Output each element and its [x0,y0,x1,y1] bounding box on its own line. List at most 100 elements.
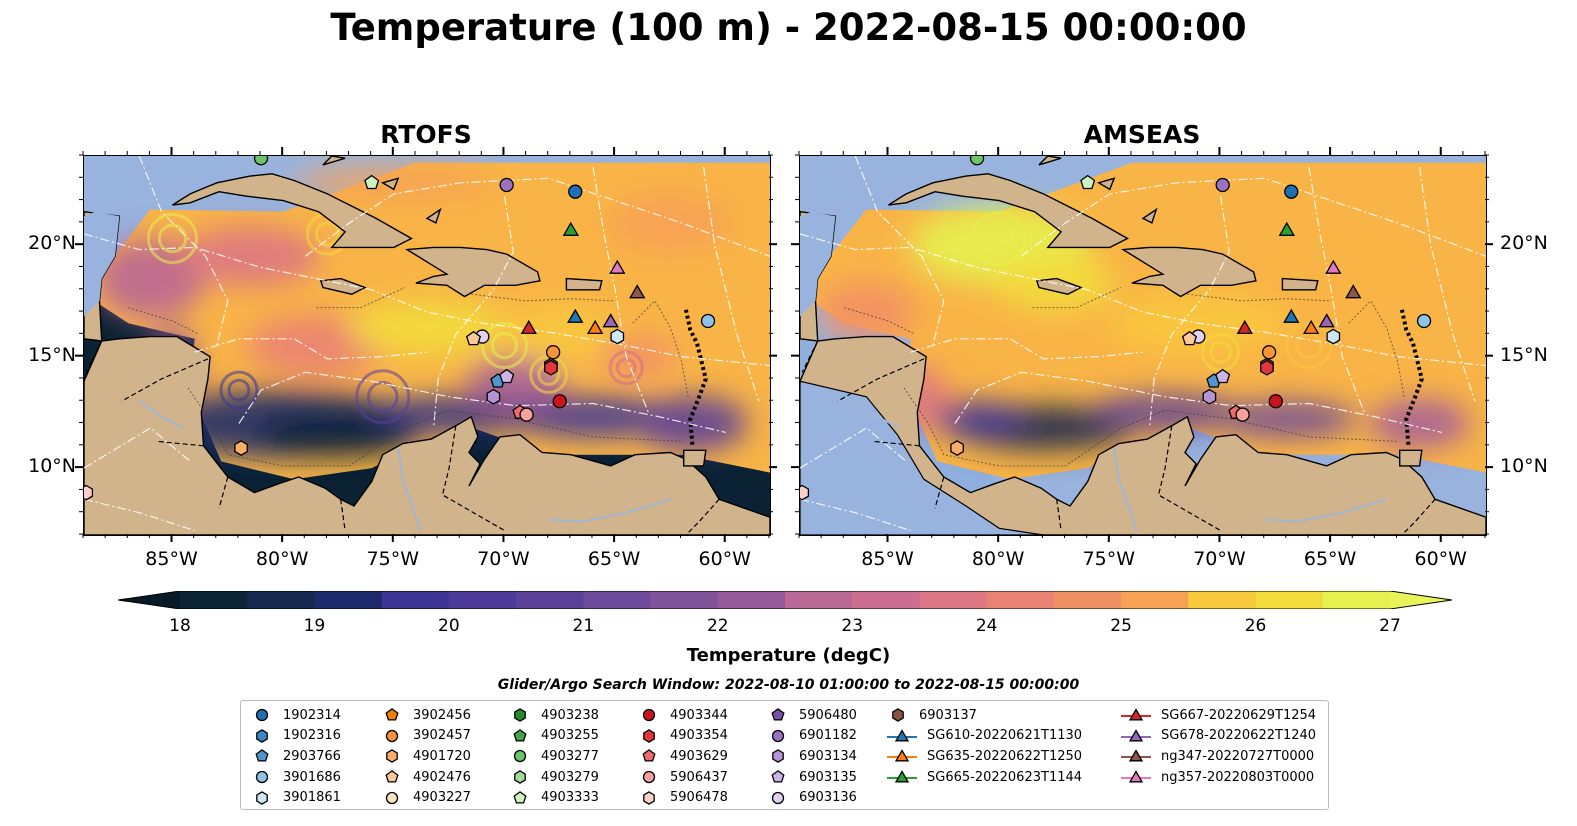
marker-4903277[interactable] [969,156,985,166]
marker-6903135[interactable] [499,368,515,384]
marker-SG635-20220622T1250[interactable] [586,319,604,335]
marker-SG667-20220629T1254[interactable] [520,319,537,335]
legend-item: 6903137 [885,705,1082,726]
marker-ng347-20220727T0000[interactable] [1345,284,1362,299]
marker-4901720[interactable] [950,440,964,456]
legend-marker[interactable] [1128,749,1144,762]
hexagon-marker-icon [386,749,398,764]
legend-marker[interactable] [1128,729,1144,742]
marker-SG678-20220622T1240[interactable] [1318,313,1335,328]
pentagon-marker-icon [771,708,785,721]
panel-title-amseas: AMSEAS [1083,120,1201,149]
legend-marker[interactable] [1128,708,1144,721]
legend-marker[interactable] [514,770,526,784]
legend-marker[interactable] [643,729,655,743]
marker-4903333[interactable] [1080,174,1096,190]
marker-SG665-20220623T1144[interactable] [1278,221,1296,236]
marker-5906478[interactable] [84,484,94,501]
legend-marker[interactable] [771,729,785,743]
legend-marker[interactable] [643,790,655,805]
marker-5906478[interactable] [800,484,810,501]
marker-4903354[interactable] [1260,359,1274,376]
legend-item: 6901182 [765,726,857,747]
legend-marker[interactable] [642,770,656,784]
colorbar-tick-label: 25 [1110,616,1132,636]
legend-marker[interactable] [255,709,269,722]
marker-3901686[interactable] [1416,313,1432,329]
marker-4903277[interactable] [253,156,269,166]
legend-marker[interactable] [772,749,784,764]
marker-4902476[interactable] [465,330,482,346]
legend-marker[interactable] [771,791,785,804]
marker-6903135[interactable] [1215,368,1231,384]
legend-marker[interactable] [642,749,656,763]
marker-ng347-20220727T0000[interactable] [629,284,646,299]
marker-SG665-20220623T1144[interactable] [562,221,580,236]
colorbar-tick-label: 23 [841,616,864,636]
marker-6901182[interactable] [1215,177,1230,193]
marker-1902314[interactable] [568,184,583,199]
marker-5906437[interactable] [519,407,534,422]
legend-marker[interactable] [642,709,656,722]
legend-marker[interactable] [513,750,527,763]
legend-marker[interactable] [256,790,268,805]
marker-4903344[interactable] [1268,394,1283,409]
marker-3901861[interactable] [610,328,625,345]
rtofs-map[interactable] [83,155,771,536]
marker-ng357-20220803T0000[interactable] [609,259,626,274]
legend-marker[interactable] [255,749,269,763]
legend-item: 3901861 [249,787,341,808]
legend-marker[interactable] [385,708,399,721]
legend-marker[interactable] [894,770,910,783]
x-tick-label: 80°W [971,548,1025,570]
legend-marker[interactable] [771,770,785,783]
amseas-map[interactable] [799,155,1487,536]
marker-3901686[interactable] [700,313,716,329]
legend-marker[interactable] [894,749,910,762]
marker-ng357-20220803T0000[interactable] [1325,259,1342,274]
legend-marker[interactable] [894,729,910,742]
legend-column: SG667-20220629T1254 SG678-20220622T1240 ng… [1119,705,1316,787]
land-south-america [800,335,1486,535]
legend-marker[interactable] [255,770,269,784]
marker-SG610-20220621T1130[interactable] [567,308,584,323]
legend-marker[interactable] [771,708,785,721]
marker-3902457[interactable] [1261,345,1277,360]
legend-marker[interactable] [513,728,527,742]
legend-marker[interactable] [386,749,398,764]
marker-3902457[interactable] [545,345,561,360]
legend-marker[interactable] [1128,770,1144,783]
legend-item: SG665-20220623T1144 [885,767,1082,788]
legend-column: 1902314 1902316 2903766 3901686 3901861 [249,705,341,808]
marker-SG610-20220621T1130[interactable] [1283,308,1300,323]
marker-6903134[interactable] [486,388,501,405]
legend-marker[interactable] [256,729,268,743]
circle-marker-icon [513,750,527,763]
search-window-text: Glider/Argo Search Window: 2022-08-10 01… [497,677,1080,693]
marker-SG667-20220629T1254[interactable] [1236,319,1253,335]
legend-marker[interactable] [385,770,399,783]
marker-4901720[interactable] [234,440,248,456]
marker-3901861[interactable] [1326,328,1341,345]
legend-item: 1902314 [249,705,341,726]
legend-marker[interactable] [385,791,399,804]
legend-label: 6901182 [799,728,857,744]
legend-marker[interactable] [892,708,904,723]
marker-4902476[interactable] [1181,330,1198,346]
marker-SG678-20220622T1240[interactable] [602,313,619,328]
marker-6903134[interactable] [1202,388,1217,405]
marker-1902314[interactable] [1284,184,1299,199]
y-tick-label-left: 10°N [28,455,76,478]
legend-marker[interactable] [514,708,526,723]
marker-6901182[interactable] [499,177,514,193]
land-trinidad [683,449,707,467]
marker-SG635-20220622T1250[interactable] [1302,319,1320,335]
legend-marker[interactable] [385,729,399,743]
marker-4903344[interactable] [552,394,567,409]
marker-5906437[interactable] [1235,407,1250,422]
legend-marker[interactable] [513,790,527,804]
marker-4903333[interactable] [364,174,380,190]
marker-4903354[interactable] [544,359,558,376]
legend-item: ng357-20220803T0000 [1119,767,1316,788]
x-tick-label: 75°W [1082,548,1136,570]
